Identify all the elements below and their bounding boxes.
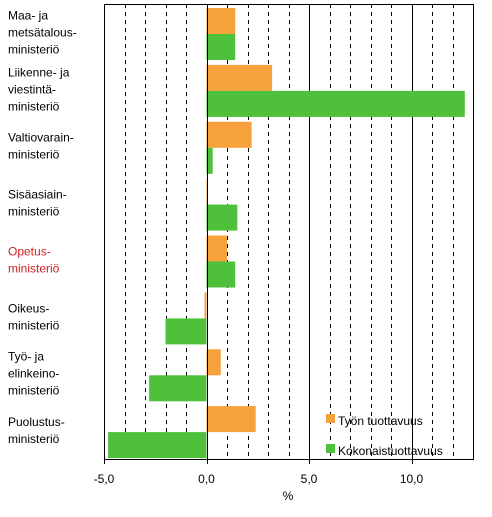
category-label: ministeriö [8, 148, 60, 162]
x-axis-title: % [283, 489, 294, 503]
bar-tyon-tuottavuus-4 [206, 235, 227, 262]
category-label: Puolustus- [8, 415, 65, 429]
bar-kokonaistuottavuus-4 [206, 261, 236, 288]
category-label: ministeriö [8, 42, 60, 56]
bars [108, 8, 465, 459]
category-label: ministeriö [8, 261, 60, 275]
category-label: Maa- ja [8, 8, 48, 22]
bar-tyon-tuottavuus-2 [206, 121, 252, 148]
axes [104, 4, 474, 464]
category-label: ministeriö [8, 205, 60, 219]
bar-kokonaistuottavuus-1 [206, 90, 465, 117]
category-label: Liikenne- ja [8, 65, 70, 79]
bar-kokonaistuottavuus-0 [206, 34, 236, 60]
plot-frame [104, 4, 474, 460]
x-tick-label: 5,0 [301, 472, 318, 486]
legend-label-tyon-tuottavuus: Työn tuottavuus [338, 414, 423, 428]
category-label: Valtiovarain- [8, 131, 74, 145]
bar-kokonaistuottavuus-2 [206, 147, 213, 174]
x-tick-label: 10,0 [400, 472, 424, 486]
bar-kokonaistuottavuus-3 [206, 204, 238, 231]
legend-swatch-kokonaistuottavuus [326, 444, 335, 453]
legend-swatch-tyon-tuottavuus [326, 414, 335, 423]
bar-tyon-tuottavuus-5 [204, 292, 207, 319]
legend: Työn tuottavuus Kokonaistuottavuus [326, 414, 443, 458]
category-label: elinkeino- [8, 367, 59, 381]
category-label: ministeriö [8, 318, 60, 332]
category-label: Oikeus- [8, 301, 49, 315]
bar-kokonaistuottavuus-5 [165, 318, 207, 345]
legend-label-kokonaistuottavuus: Kokonaistuottavuus [338, 444, 443, 458]
category-label: Opetus- [8, 244, 51, 258]
category-label: ministeriö [8, 384, 60, 398]
x-tick-label: 0,0 [198, 472, 215, 486]
x-tick-labels: -5,0 0,0 5,0 10,0 [94, 472, 424, 486]
category-labels: Maa- ja metsätalous-ministeriö Liikenne- j… [8, 8, 77, 446]
category-label: ministeriö [8, 432, 60, 446]
category-label: viestintä- [8, 82, 56, 96]
bar-kokonaistuottavuus-7 [108, 432, 207, 459]
x-tick-label: -5,0 [94, 472, 115, 486]
bar-tyon-tuottavuus-7 [206, 406, 256, 433]
bar-kokonaistuottavuus-6 [149, 375, 207, 402]
bar-tyon-tuottavuus-6 [206, 349, 221, 376]
bar-tyon-tuottavuus-1 [206, 64, 273, 91]
bar-tyon-tuottavuus-0 [206, 8, 236, 34]
category-label: Työ- ja [8, 350, 44, 364]
category-label: Sisäasiain- [8, 188, 67, 202]
category-label: metsätalous- [8, 25, 77, 39]
category-label: ministeriö [8, 99, 60, 113]
